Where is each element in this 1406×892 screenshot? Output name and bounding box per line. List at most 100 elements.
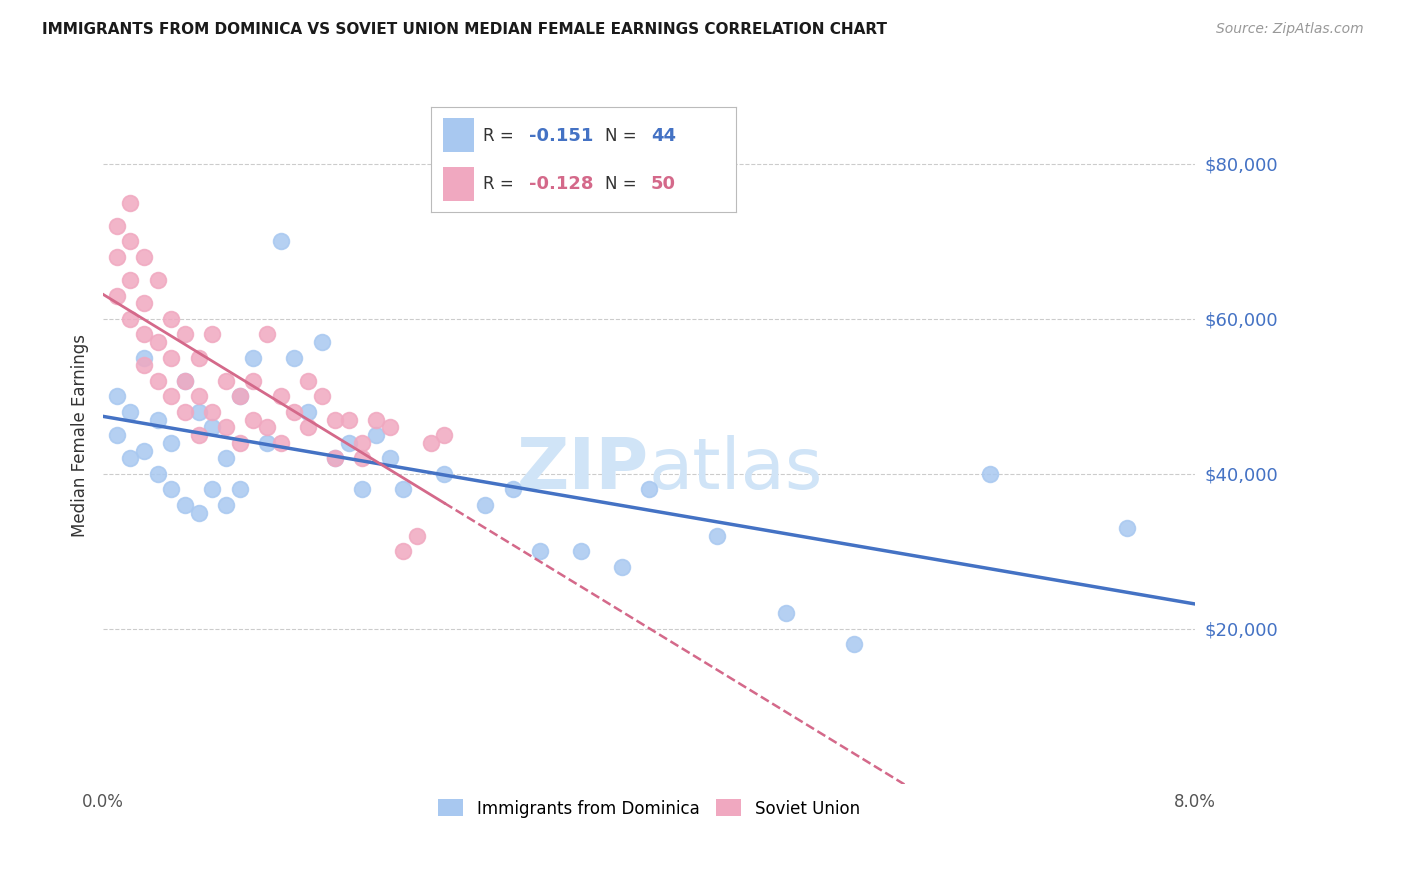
Point: [228, 389, 250, 403]
Point: [706, 529, 728, 543]
Point: [352, 483, 374, 497]
Point: [297, 405, 319, 419]
Point: [256, 420, 278, 434]
Point: [283, 351, 305, 365]
Point: [187, 428, 209, 442]
Point: [201, 327, 224, 342]
Point: [529, 544, 551, 558]
Point: [146, 412, 169, 426]
Point: [242, 412, 264, 426]
Point: [105, 389, 128, 403]
Point: [311, 334, 333, 349]
Text: atlas: atlas: [650, 435, 824, 504]
Point: [228, 389, 250, 403]
Point: [174, 374, 197, 388]
Point: [352, 451, 374, 466]
Legend: Immigrants from Dominica, Soviet Union: Immigrants from Dominica, Soviet Union: [432, 793, 866, 824]
Point: [120, 405, 142, 419]
Point: [242, 351, 264, 365]
Point: [215, 420, 238, 434]
Point: [502, 483, 524, 497]
Point: [979, 467, 1001, 481]
Point: [201, 420, 224, 434]
Point: [775, 607, 797, 621]
Point: [569, 544, 592, 558]
Point: [187, 351, 209, 365]
Point: [187, 506, 209, 520]
Point: [433, 428, 456, 442]
Point: [352, 435, 374, 450]
Point: [283, 405, 305, 419]
Point: [120, 235, 142, 249]
Point: [120, 311, 142, 326]
Point: [187, 405, 209, 419]
Point: [105, 250, 128, 264]
Text: Source: ZipAtlas.com: Source: ZipAtlas.com: [1216, 22, 1364, 37]
Point: [256, 327, 278, 342]
Point: [323, 451, 346, 466]
Point: [120, 451, 142, 466]
Point: [242, 374, 264, 388]
Point: [433, 467, 456, 481]
Point: [270, 235, 292, 249]
Point: [378, 451, 401, 466]
Point: [105, 219, 128, 233]
Point: [366, 412, 388, 426]
Point: [160, 483, 183, 497]
Point: [174, 405, 197, 419]
Point: [1115, 521, 1137, 535]
Point: [201, 483, 224, 497]
Point: [406, 529, 429, 543]
Text: ZIP: ZIP: [517, 435, 650, 504]
Point: [160, 311, 183, 326]
Point: [201, 405, 224, 419]
Point: [378, 420, 401, 434]
Point: [270, 435, 292, 450]
Point: [132, 250, 155, 264]
Point: [146, 467, 169, 481]
Point: [132, 296, 155, 310]
Point: [228, 435, 250, 450]
Point: [132, 327, 155, 342]
Point: [638, 483, 661, 497]
Point: [105, 428, 128, 442]
Point: [323, 451, 346, 466]
Point: [146, 374, 169, 388]
Point: [323, 412, 346, 426]
Point: [132, 351, 155, 365]
Point: [174, 374, 197, 388]
Point: [392, 483, 415, 497]
Point: [105, 288, 128, 302]
Point: [160, 351, 183, 365]
Point: [311, 389, 333, 403]
Point: [419, 435, 441, 450]
Point: [297, 374, 319, 388]
Point: [474, 498, 496, 512]
Point: [146, 273, 169, 287]
Point: [297, 420, 319, 434]
Point: [215, 498, 238, 512]
Point: [146, 334, 169, 349]
Text: IMMIGRANTS FROM DOMINICA VS SOVIET UNION MEDIAN FEMALE EARNINGS CORRELATION CHAR: IMMIGRANTS FROM DOMINICA VS SOVIET UNION…: [42, 22, 887, 37]
Point: [160, 435, 183, 450]
Point: [160, 389, 183, 403]
Point: [337, 435, 360, 450]
Point: [215, 451, 238, 466]
Point: [610, 559, 633, 574]
Point: [228, 483, 250, 497]
Point: [120, 195, 142, 210]
Point: [256, 435, 278, 450]
Point: [392, 544, 415, 558]
Y-axis label: Median Female Earnings: Median Female Earnings: [72, 334, 89, 537]
Point: [132, 443, 155, 458]
Point: [337, 412, 360, 426]
Point: [120, 273, 142, 287]
Point: [270, 389, 292, 403]
Point: [174, 327, 197, 342]
Point: [842, 637, 865, 651]
Point: [215, 374, 238, 388]
Point: [187, 389, 209, 403]
Point: [366, 428, 388, 442]
Point: [132, 359, 155, 373]
Point: [174, 498, 197, 512]
